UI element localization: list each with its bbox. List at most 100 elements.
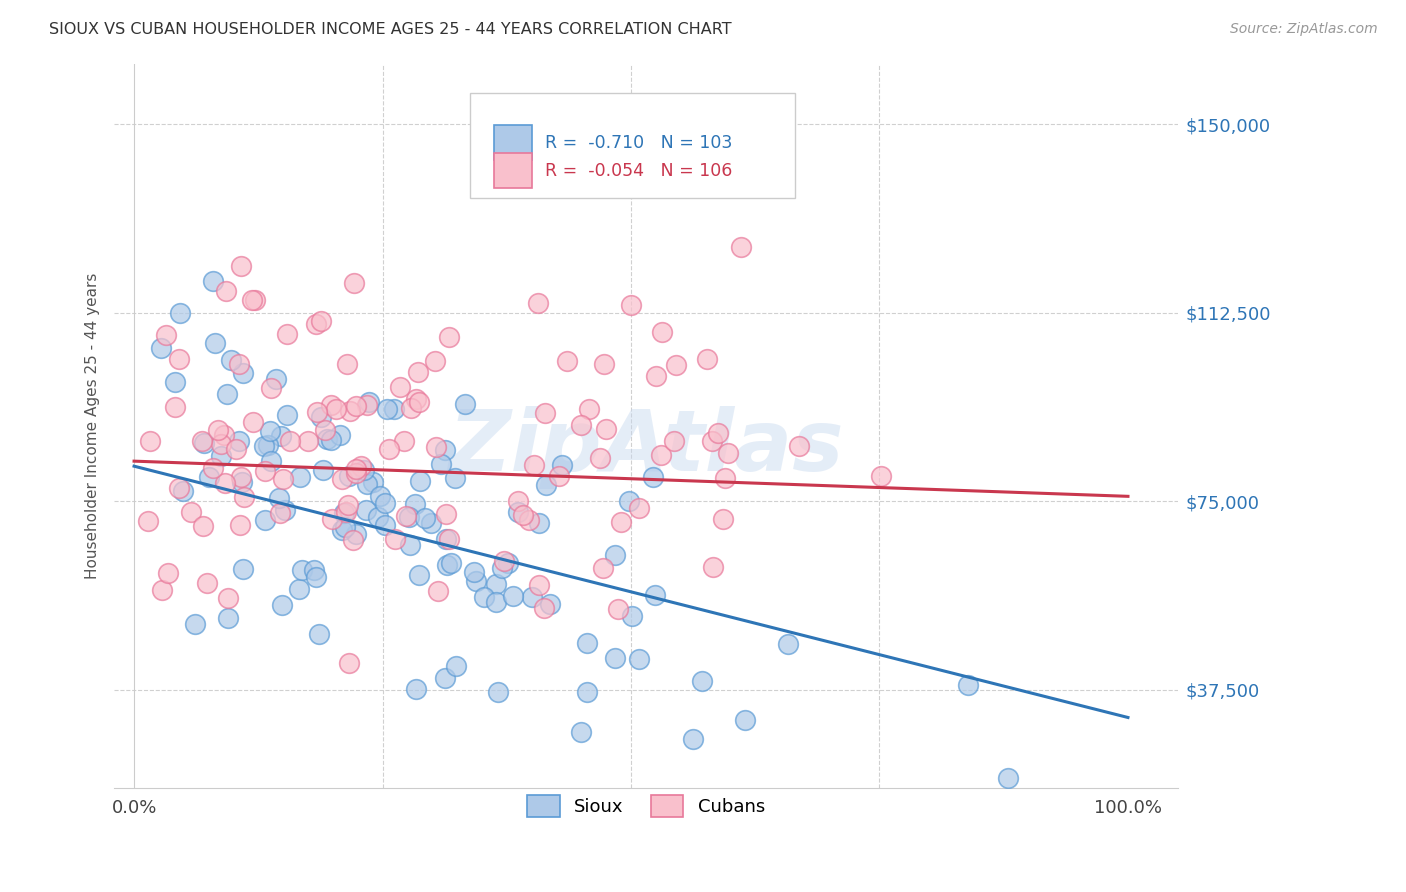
Point [408,395,430,409]
Point [207,423,229,437]
Point [163,400,186,414]
Point [211,450,233,464]
Point [269,507,291,521]
Point [337,498,360,512]
Point [444,658,467,673]
Point [434,507,457,521]
Point [517,513,540,527]
Point [368,489,391,503]
Point [198,470,221,484]
Point [576,636,599,650]
Point [191,434,214,448]
Point [437,329,460,343]
Point [344,527,367,541]
Point [337,468,360,483]
Point [374,496,396,510]
Point [628,500,651,515]
Point [195,576,218,591]
Point [388,380,411,394]
Point [336,357,359,371]
Point [717,446,740,460]
Point [789,440,811,454]
Point [217,611,239,625]
Point [201,461,224,475]
Point [329,427,352,442]
Point [374,517,396,532]
Point [696,351,718,366]
Point [231,475,253,490]
Point [486,685,509,699]
Point [551,458,574,473]
Point [245,293,267,307]
Point [378,442,401,456]
Point [485,595,508,609]
Point [337,656,360,670]
Point [702,560,724,574]
Point [356,503,378,517]
Point [344,461,367,475]
Point [463,565,485,579]
Point [382,402,405,417]
Point [534,406,557,420]
Point [232,366,254,380]
Point [273,472,295,486]
Point [506,505,529,519]
Point [290,470,312,484]
Point [271,598,294,612]
Point [425,440,447,454]
Point [356,398,378,412]
Point [209,436,232,450]
Point [344,399,367,413]
Point [627,652,650,666]
Point [201,275,224,289]
Point [472,590,495,604]
Point [228,517,250,532]
Point [165,375,187,389]
Point [172,484,194,499]
Point [394,508,416,523]
Point [350,459,373,474]
Point [644,369,666,384]
Point [264,371,287,385]
Text: SIOUX VS CUBAN HOUSEHOLDER INCOME AGES 25 - 44 YEARS CORRELATION CHART: SIOUX VS CUBAN HOUSEHOLDER INCOME AGES 2… [49,22,733,37]
Point [157,566,180,580]
Point [257,438,280,452]
Point [569,724,592,739]
Point [603,651,626,665]
Text: Source: ZipAtlas.com: Source: ZipAtlas.com [1230,22,1378,37]
Point [339,404,361,418]
Point [305,570,328,584]
Point [536,477,558,491]
Point [204,336,226,351]
Point [384,533,406,547]
Point [308,626,330,640]
Point [240,293,263,307]
Point [252,439,274,453]
Point [274,503,297,517]
Point [713,470,735,484]
Point [454,397,477,411]
Point [734,714,756,728]
Point [617,494,640,508]
Point [406,365,429,379]
Point [357,394,380,409]
Point [997,771,1019,785]
Point [776,636,799,650]
Point [707,426,730,441]
Point [711,512,734,526]
Point [276,409,298,423]
Point [314,423,336,437]
Point [569,417,592,432]
Text: ZipAtlas: ZipAtlas [449,406,844,489]
Point [520,590,543,604]
Point [343,276,366,290]
Point [555,354,578,368]
Point [242,415,264,429]
Point [291,563,314,577]
Point [260,453,283,467]
Point [405,392,427,406]
Point [253,464,276,478]
Point [305,317,328,331]
Point [312,463,335,477]
Point [434,532,457,546]
